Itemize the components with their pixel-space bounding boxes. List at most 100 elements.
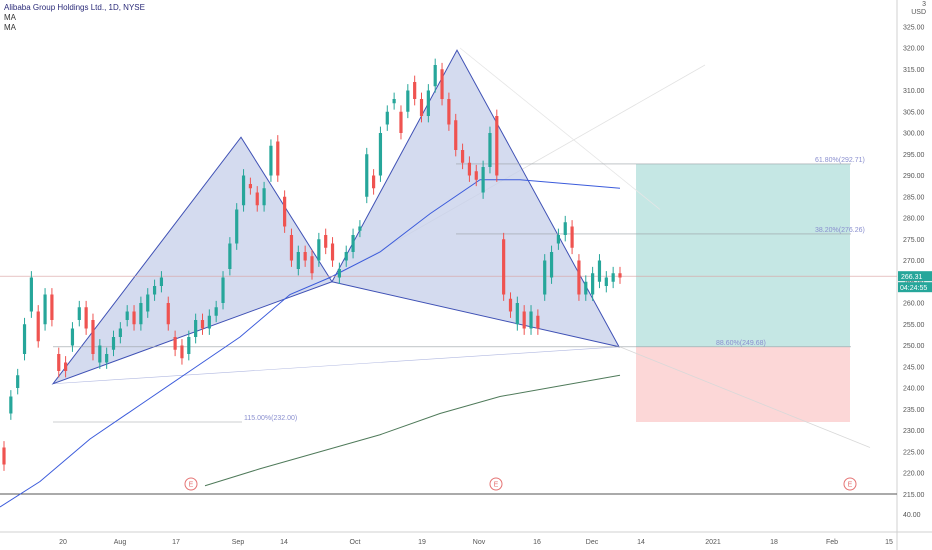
candle-body[interactable] bbox=[118, 328, 122, 338]
candle-body[interactable] bbox=[228, 243, 232, 270]
candle-body[interactable] bbox=[77, 307, 81, 320]
candle-body[interactable] bbox=[419, 99, 424, 116]
candle-body[interactable] bbox=[43, 294, 47, 325]
candle-body[interactable] bbox=[16, 375, 20, 388]
candle-body[interactable] bbox=[611, 273, 615, 282]
candle-body[interactable] bbox=[269, 145, 273, 176]
candle-body[interactable] bbox=[536, 315, 540, 329]
candle-body[interactable] bbox=[324, 235, 328, 248]
candle-body[interactable] bbox=[310, 256, 314, 274]
candle-body[interactable] bbox=[111, 337, 116, 350]
candle-body[interactable] bbox=[426, 90, 430, 117]
candle-body[interactable] bbox=[207, 315, 211, 329]
harmonic-pattern-bcd[interactable] bbox=[331, 49, 620, 348]
candle-body[interactable] bbox=[159, 277, 164, 287]
candle-body[interactable] bbox=[125, 311, 129, 321]
candle-body[interactable] bbox=[365, 154, 369, 197]
indicator-label-ma-2[interactable]: MA bbox=[4, 23, 16, 32]
candle-body[interactable] bbox=[378, 133, 383, 176]
candle-body[interactable] bbox=[406, 90, 410, 112]
candle-body[interactable] bbox=[187, 337, 191, 354]
ma-fast-line[interactable] bbox=[0, 179, 621, 508]
candle-body[interactable] bbox=[337, 269, 341, 278]
earnings-event-icon[interactable] bbox=[843, 477, 857, 491]
candle-body[interactable] bbox=[36, 311, 40, 342]
candle-body[interactable] bbox=[515, 303, 519, 325]
candle-body[interactable] bbox=[98, 345, 102, 363]
candle-body[interactable] bbox=[166, 303, 170, 325]
stop-zone[interactable] bbox=[636, 346, 850, 422]
candle-body[interactable] bbox=[70, 328, 75, 346]
candle-body[interactable] bbox=[351, 235, 355, 252]
candle-body[interactable] bbox=[235, 209, 239, 244]
candle-body[interactable] bbox=[556, 235, 560, 244]
candle-body[interactable] bbox=[194, 320, 198, 337]
candle-body[interactable] bbox=[64, 362, 68, 372]
candle-body[interactable] bbox=[467, 162, 472, 176]
candle-body[interactable] bbox=[50, 294, 54, 321]
candle-body[interactable] bbox=[262, 188, 266, 206]
candle-body[interactable] bbox=[385, 111, 389, 125]
candle-body[interactable] bbox=[392, 99, 396, 104]
candle-body[interactable] bbox=[591, 273, 595, 295]
candle-body[interactable] bbox=[91, 320, 95, 354]
candle-body[interactable] bbox=[152, 286, 157, 295]
candle-body[interactable] bbox=[460, 150, 465, 163]
candle-body[interactable] bbox=[433, 65, 437, 87]
countdown-badge[interactable] bbox=[898, 282, 932, 293]
candle-body[interactable] bbox=[495, 116, 499, 176]
candle-body[interactable] bbox=[289, 235, 294, 261]
earnings-event-icon[interactable] bbox=[489, 477, 503, 491]
candle-body[interactable] bbox=[132, 311, 136, 325]
candle-body[interactable] bbox=[481, 167, 485, 193]
candle-body[interactable] bbox=[296, 252, 300, 269]
candle-body[interactable] bbox=[502, 239, 506, 295]
candle-body[interactable] bbox=[413, 82, 417, 99]
ma-slow-line[interactable] bbox=[204, 374, 621, 487]
symbol-title[interactable]: Alibaba Group Holdings Ltd., 1D, NYSE bbox=[4, 3, 145, 12]
candle-body[interactable] bbox=[146, 294, 150, 312]
candle-body[interactable] bbox=[200, 320, 205, 329]
candle-body[interactable] bbox=[241, 175, 246, 206]
candle-body[interactable] bbox=[577, 260, 581, 295]
candle-body[interactable] bbox=[399, 111, 403, 133]
candle-body[interactable] bbox=[522, 311, 526, 329]
candle-body[interactable] bbox=[2, 447, 6, 465]
candle-body[interactable] bbox=[330, 243, 335, 261]
candle-body[interactable] bbox=[508, 298, 513, 312]
candle-body[interactable] bbox=[221, 277, 225, 304]
candle-body[interactable] bbox=[22, 324, 27, 354]
candle-body[interactable] bbox=[529, 311, 533, 329]
candle-body[interactable] bbox=[57, 354, 61, 371]
candle-body[interactable] bbox=[255, 192, 259, 206]
candle-body[interactable] bbox=[276, 141, 280, 176]
candle-body[interactable] bbox=[584, 281, 588, 295]
candle-body[interactable] bbox=[84, 307, 88, 329]
candle-body[interactable] bbox=[358, 226, 362, 231]
candle-body[interactable] bbox=[570, 226, 574, 248]
candle-body[interactable] bbox=[214, 307, 218, 316]
harmonic-pattern-xab[interactable] bbox=[51, 136, 333, 385]
candle-body[interactable] bbox=[474, 171, 478, 180]
current-price-badge[interactable] bbox=[898, 271, 932, 282]
candle-body[interactable] bbox=[139, 303, 143, 325]
candle-body[interactable] bbox=[283, 196, 287, 227]
target-zone[interactable] bbox=[636, 163, 850, 347]
candle-body[interactable] bbox=[543, 260, 547, 295]
indicator-label-ma-1[interactable]: MA bbox=[4, 13, 16, 22]
candle-body[interactable] bbox=[317, 239, 321, 261]
candle-body[interactable] bbox=[344, 252, 348, 261]
candle-body[interactable] bbox=[454, 120, 458, 150]
candle-body[interactable] bbox=[604, 277, 608, 287]
candle-body[interactable] bbox=[173, 337, 177, 350]
candle-body[interactable] bbox=[549, 252, 554, 278]
candle-body[interactable] bbox=[563, 222, 567, 235]
candle-body[interactable] bbox=[9, 396, 13, 414]
candle-body[interactable] bbox=[440, 69, 444, 99]
candle-body[interactable] bbox=[618, 273, 622, 278]
candle-body[interactable] bbox=[248, 184, 252, 189]
candle-body[interactable] bbox=[105, 354, 109, 363]
candle-body[interactable] bbox=[597, 260, 602, 282]
earnings-event-icon[interactable] bbox=[184, 477, 198, 491]
